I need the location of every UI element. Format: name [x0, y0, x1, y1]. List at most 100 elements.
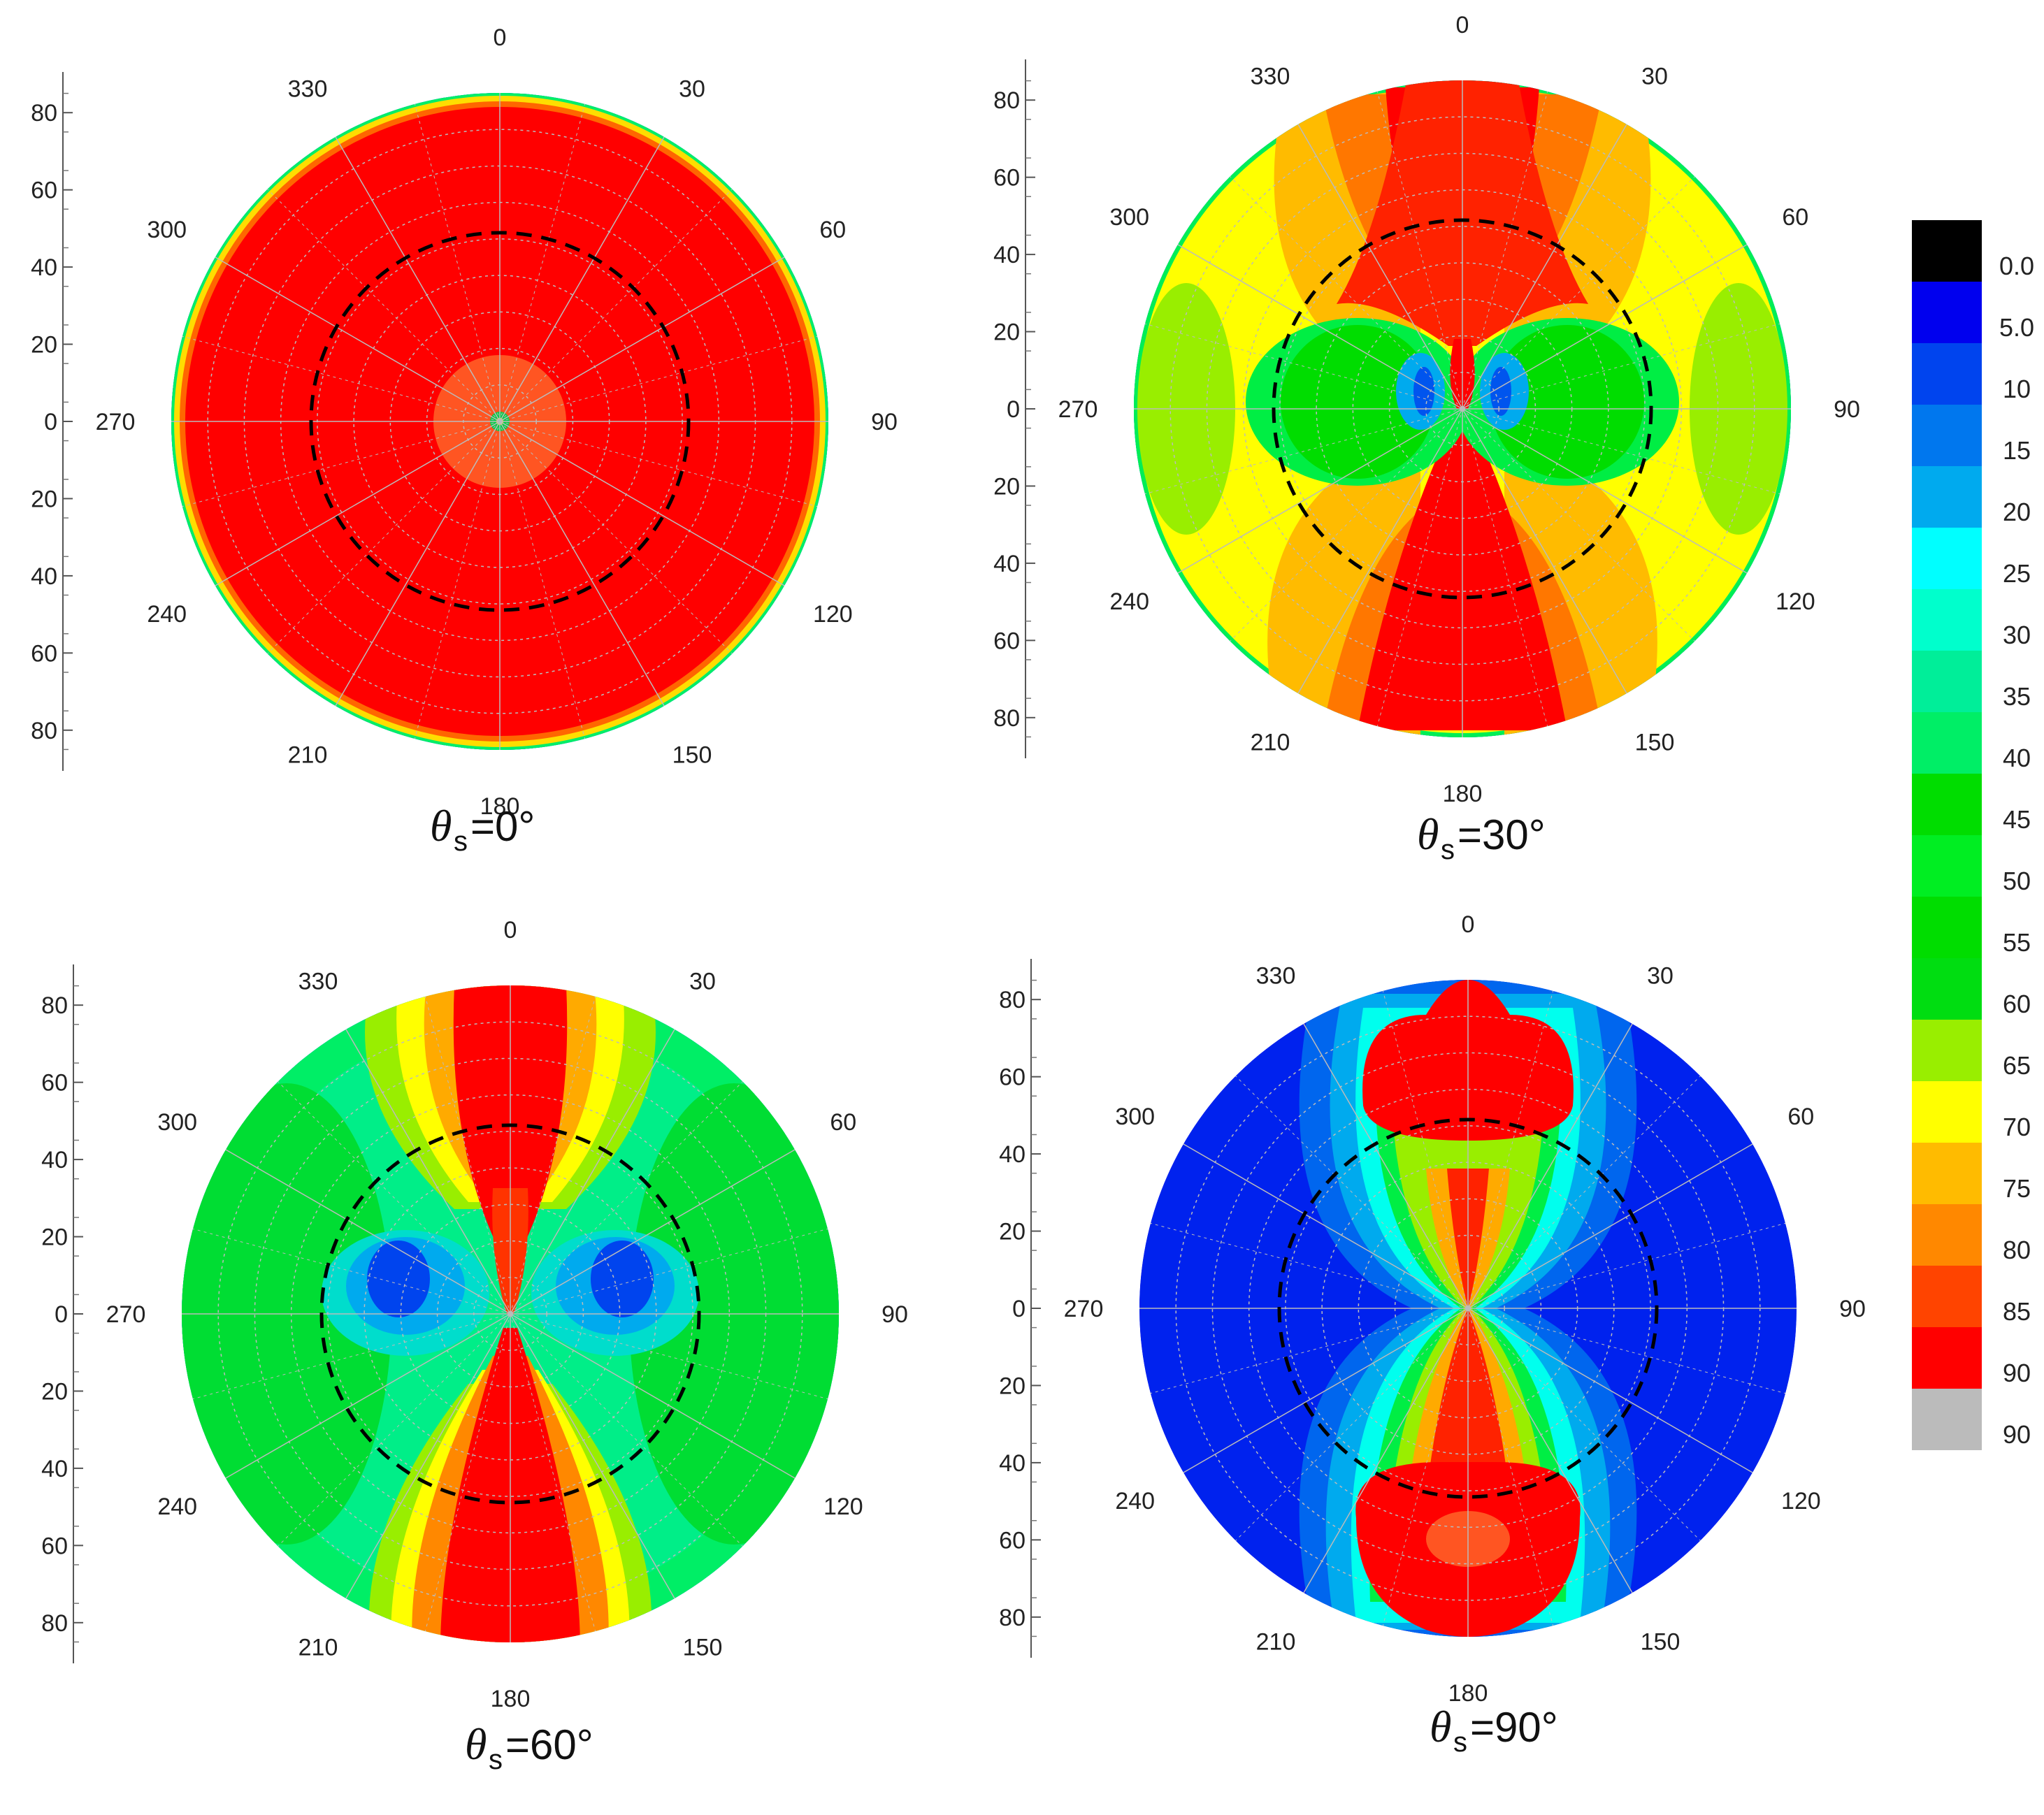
- caption-value: =0°: [470, 803, 535, 850]
- radial-tick-label: 40: [41, 1456, 68, 1482]
- angular-tick-label: 90: [1839, 1296, 1866, 1322]
- angular-tick-label: 120: [813, 601, 853, 628]
- grid-spoke: [510, 1313, 596, 1632]
- colorbar-swatch: [1912, 1020, 1982, 1081]
- reference-circle: [1272, 218, 1653, 600]
- colorbar-label: 50: [2003, 867, 2031, 895]
- grid-spoke: [1150, 1222, 1469, 1309]
- angular-tick-label: 0: [1462, 911, 1475, 938]
- grid-spoke: [510, 1313, 796, 1479]
- radial-tick-label: 80: [41, 992, 68, 1019]
- caption-value: =30°: [1458, 811, 1546, 858]
- radial-axis: 80 60 40 20 0 20 40 60 80: [993, 59, 1035, 758]
- angular-tick-label: 300: [1109, 204, 1149, 231]
- colorbar-swatch: [1912, 1204, 1982, 1266]
- colorbar-swatches: [1912, 220, 1982, 1450]
- grid-spoke: [1467, 1308, 1786, 1394]
- radial-axis: 80 60 40 20 0 20 40 60 80: [999, 959, 1041, 1658]
- plot-boundary: [136, 57, 864, 786]
- angular-tick-label: 210: [288, 742, 328, 768]
- radial-tick-label: 20: [993, 319, 1020, 346]
- grid-spoke: [1235, 1308, 1469, 1541]
- angular-tick-label: 180: [1443, 781, 1483, 807]
- caption-subscript: s: [1453, 1727, 1467, 1758]
- radial-tick-label: 80: [999, 987, 1025, 1013]
- angular-tick-label: 240: [147, 601, 187, 628]
- colorbar-swatch: [1912, 528, 1982, 589]
- angular-tick-label: 180: [480, 793, 520, 820]
- angular-tick-labels: 0 30 60 90 120 150 180 210 240 270 300 330: [1064, 911, 1866, 1707]
- angular-tick-label: 90: [871, 409, 898, 435]
- grid-spoke: [267, 421, 501, 654]
- caption-subscript: s: [489, 1744, 503, 1775]
- angular-tick-label: 240: [157, 1494, 197, 1520]
- grid-spoke: [1467, 1308, 1701, 1541]
- colorbar-swatch: [1912, 282, 1982, 343]
- angular-tick-label: 30: [1641, 64, 1668, 90]
- colorbar-swatch: [1912, 220, 1982, 282]
- radial-tick-label: 20: [999, 1373, 1025, 1399]
- grid-spoke: [1177, 244, 1463, 410]
- angular-tick-label: 270: [1058, 396, 1098, 423]
- radial-tick-label: 0: [44, 409, 57, 435]
- radial-tick-label: 20: [41, 1224, 68, 1251]
- angular-tick-label: 60: [819, 217, 846, 243]
- angular-tick-label: 300: [1115, 1104, 1155, 1130]
- panel-caption: θ s =30°: [1417, 809, 1546, 865]
- colorbar-label: 60: [2003, 990, 2031, 1018]
- grid-spoke: [1303, 1023, 1469, 1309]
- colorbar-label: 90: [2003, 1420, 2031, 1449]
- angular-tick-label: 150: [683, 1634, 723, 1661]
- grid-spoke: [1462, 244, 1748, 410]
- radial-tick-label: 40: [31, 563, 57, 590]
- angular-tick-label: 210: [1251, 729, 1290, 755]
- radial-tick-label: 80: [993, 87, 1020, 114]
- grid-spoke: [215, 256, 501, 422]
- radial-tick-label: 0: [55, 1301, 68, 1328]
- radial-tick-label: 20: [31, 332, 57, 359]
- grid-spoke: [510, 1081, 743, 1315]
- grid-spoke: [1235, 1076, 1469, 1309]
- polar-grid: [1134, 80, 1791, 737]
- grid-spoke: [345, 1313, 511, 1599]
- radial-axis: 80 60 40 20 0 20 40 60 80: [31, 72, 73, 771]
- grid-spoke: [192, 1228, 511, 1315]
- grid-spoke: [1462, 91, 1548, 410]
- grid-spoke: [1467, 1308, 1633, 1593]
- radial-tick-label: 40: [41, 1147, 68, 1173]
- colorbar-swatch: [1912, 651, 1982, 712]
- colorbar-label: 30: [2003, 621, 2031, 649]
- angular-tick-label: 150: [1641, 1628, 1680, 1655]
- grid-spoke: [510, 1149, 796, 1315]
- radial-tick-label: 60: [993, 165, 1020, 191]
- reference-circle: [309, 231, 691, 612]
- angular-tick-label: 300: [147, 217, 187, 243]
- grid-spoke: [1462, 408, 1548, 727]
- grid-spoke: [499, 256, 785, 422]
- polar-panel-theta-90: 0 30 60 90 120 150 180 210 240 270 300 330 80 60 40 20…: [999, 911, 1866, 1758]
- polar-grid: [182, 985, 839, 1642]
- radial-tick-label: 80: [993, 705, 1020, 732]
- colorbar-swatch: [1912, 1266, 1982, 1327]
- angular-tick-label: 210: [298, 1634, 338, 1661]
- grid-spoke: [192, 1313, 511, 1400]
- grid-spoke: [345, 1029, 511, 1315]
- radial-tick-label: 60: [41, 1070, 68, 1097]
- angular-tick-label: 30: [1647, 963, 1674, 990]
- grid-spoke: [1382, 1308, 1469, 1626]
- colorbar-swatch: [1912, 466, 1982, 528]
- caption-subscript: s: [1441, 834, 1455, 865]
- grid-spoke: [1467, 1076, 1701, 1309]
- grid-spoke: [1462, 323, 1780, 410]
- grid-spoke: [499, 421, 818, 507]
- grid-spoke: [1144, 323, 1463, 410]
- grid-spoke: [510, 1228, 828, 1315]
- colorbar-labels: 0.0 5.0 10 15 20 25 30 35 40 45 50 55 60 65 70 75 80 85 90…: [1999, 252, 2034, 1449]
- grid-spoke: [215, 421, 501, 586]
- radial-tick-label: 20: [999, 1219, 1025, 1245]
- grid-spoke: [1382, 990, 1469, 1309]
- colorbar-swatch: [1912, 405, 1982, 466]
- grid-spoke: [499, 335, 818, 422]
- angular-tick-label: 240: [1109, 588, 1149, 615]
- reference-circle: [1277, 1118, 1659, 1499]
